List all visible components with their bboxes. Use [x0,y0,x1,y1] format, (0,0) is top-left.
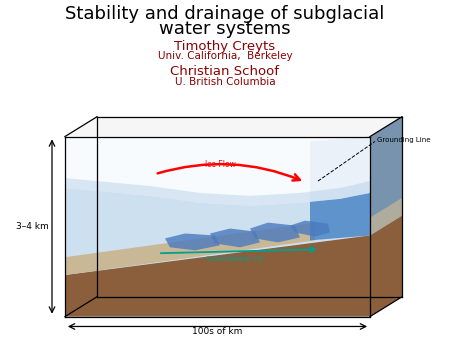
Text: Christian Schoof: Christian Schoof [171,65,279,78]
Polygon shape [370,198,402,236]
Text: Stability and drainage of subglacial: Stability and drainage of subglacial [65,5,385,23]
Polygon shape [250,223,300,242]
Text: water systems: water systems [159,20,291,38]
Polygon shape [165,234,220,250]
Polygon shape [65,223,315,275]
Polygon shape [65,117,402,137]
Polygon shape [310,137,370,240]
Text: 100s of km: 100s of km [192,328,243,336]
Polygon shape [370,117,402,317]
Polygon shape [65,178,370,206]
Polygon shape [65,137,370,206]
Polygon shape [210,228,260,247]
Polygon shape [370,117,402,236]
Text: Groundwater (?): Groundwater (?) [207,255,264,262]
Text: Univ. California,  Berkeley: Univ. California, Berkeley [158,51,292,62]
FancyArrowPatch shape [158,164,300,180]
Polygon shape [65,137,370,317]
Text: Ice Flow: Ice Flow [205,160,235,169]
Polygon shape [65,236,370,317]
Text: 3–4 km: 3–4 km [16,222,49,231]
Text: Grounding Line: Grounding Line [377,138,431,144]
FancyArrowPatch shape [161,247,315,253]
Text: U. British Columbia: U. British Columbia [175,77,275,87]
Text: Timothy Creyts: Timothy Creyts [175,40,275,53]
Polygon shape [290,221,330,237]
Polygon shape [65,297,402,317]
Polygon shape [370,216,402,317]
